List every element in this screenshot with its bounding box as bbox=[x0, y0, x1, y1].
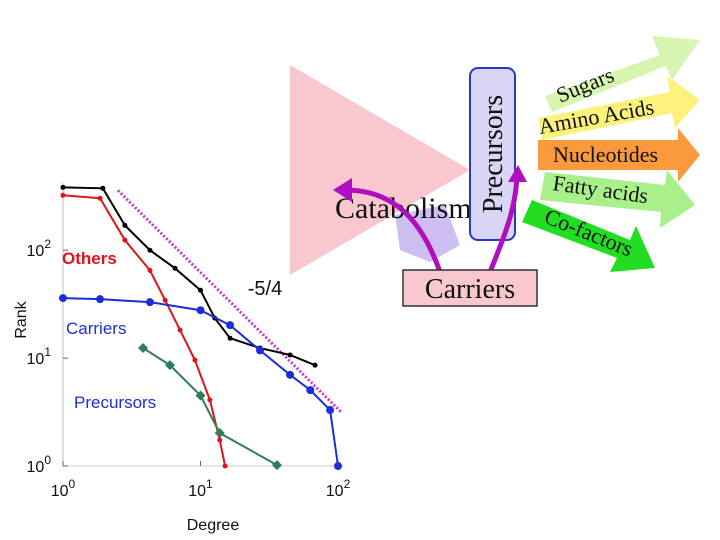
tick-label: 102 bbox=[27, 237, 52, 260]
fatty-acids-arrow bbox=[540, 170, 695, 228]
series-label: Precursors bbox=[74, 393, 156, 412]
point bbox=[198, 287, 204, 293]
series-line bbox=[62, 194, 227, 467]
point bbox=[147, 267, 153, 273]
reference-line bbox=[116, 189, 344, 415]
sugars-arrow bbox=[545, 36, 700, 112]
point bbox=[222, 463, 228, 469]
point bbox=[334, 462, 343, 470]
carrier-arc bbox=[344, 187, 443, 273]
amino-acids-arrow bbox=[538, 76, 700, 140]
tick-base: 10 bbox=[326, 483, 344, 500]
point bbox=[97, 195, 103, 201]
point bbox=[306, 386, 315, 395]
point bbox=[100, 185, 106, 191]
point bbox=[122, 237, 128, 243]
point bbox=[177, 327, 183, 333]
tick-base: 10 bbox=[27, 351, 45, 368]
precursors-box bbox=[469, 67, 516, 241]
point bbox=[214, 428, 225, 439]
nucleotides-arrow bbox=[538, 128, 700, 182]
series-line bbox=[62, 297, 339, 467]
point bbox=[164, 360, 175, 371]
reference-label: -5/4 bbox=[248, 278, 282, 300]
point bbox=[192, 357, 198, 363]
point bbox=[162, 297, 168, 303]
point bbox=[312, 362, 318, 368]
tick-base: 10 bbox=[27, 243, 45, 260]
tick-exponent: 2 bbox=[44, 237, 51, 251]
output-label: Nucleotides bbox=[553, 142, 658, 167]
tick-base: 10 bbox=[188, 483, 206, 500]
point bbox=[147, 247, 153, 253]
tick-label: 101 bbox=[188, 477, 213, 500]
tick-label: 101 bbox=[27, 345, 52, 368]
catabolism-triangle bbox=[290, 65, 470, 275]
point bbox=[207, 397, 213, 403]
series-line bbox=[142, 347, 278, 466]
point bbox=[256, 346, 265, 355]
precursors-label: Precursors bbox=[478, 95, 509, 213]
tick-label: 100 bbox=[27, 453, 52, 476]
tick-exponent: 1 bbox=[44, 345, 51, 359]
point bbox=[172, 265, 178, 271]
x-axis-label: Degree bbox=[187, 517, 240, 534]
carriers-box bbox=[402, 269, 538, 307]
tick-base: 10 bbox=[51, 483, 69, 500]
point bbox=[122, 222, 128, 228]
tick-label: 100 bbox=[51, 477, 76, 500]
point bbox=[217, 437, 223, 443]
series-label: Others bbox=[62, 249, 117, 268]
point bbox=[138, 343, 149, 354]
y-axis-label: Rank bbox=[13, 300, 30, 338]
tick-exponent: 1 bbox=[206, 477, 213, 491]
tick-exponent: 0 bbox=[44, 453, 51, 467]
arrow-head bbox=[333, 178, 352, 202]
point bbox=[96, 295, 105, 304]
point bbox=[286, 370, 295, 379]
carriers-label: Carriers bbox=[425, 274, 515, 305]
co-factors-arrow bbox=[522, 200, 655, 272]
series-label: Carriers bbox=[66, 319, 126, 338]
point bbox=[227, 335, 233, 341]
point bbox=[60, 184, 66, 190]
tick-label: 102 bbox=[326, 477, 351, 500]
point bbox=[145, 298, 154, 307]
point bbox=[226, 321, 235, 330]
point bbox=[326, 406, 335, 415]
series-line bbox=[62, 186, 316, 367]
carrier-arc bbox=[487, 177, 520, 273]
arrow-head bbox=[508, 165, 527, 182]
point bbox=[60, 192, 66, 198]
tick-exponent: 0 bbox=[69, 477, 76, 491]
point bbox=[287, 352, 293, 358]
tick-exponent: 2 bbox=[344, 477, 351, 491]
point bbox=[195, 390, 206, 401]
point bbox=[271, 460, 282, 471]
point bbox=[59, 294, 67, 303]
point bbox=[196, 306, 205, 315]
tick-base: 10 bbox=[27, 459, 45, 476]
